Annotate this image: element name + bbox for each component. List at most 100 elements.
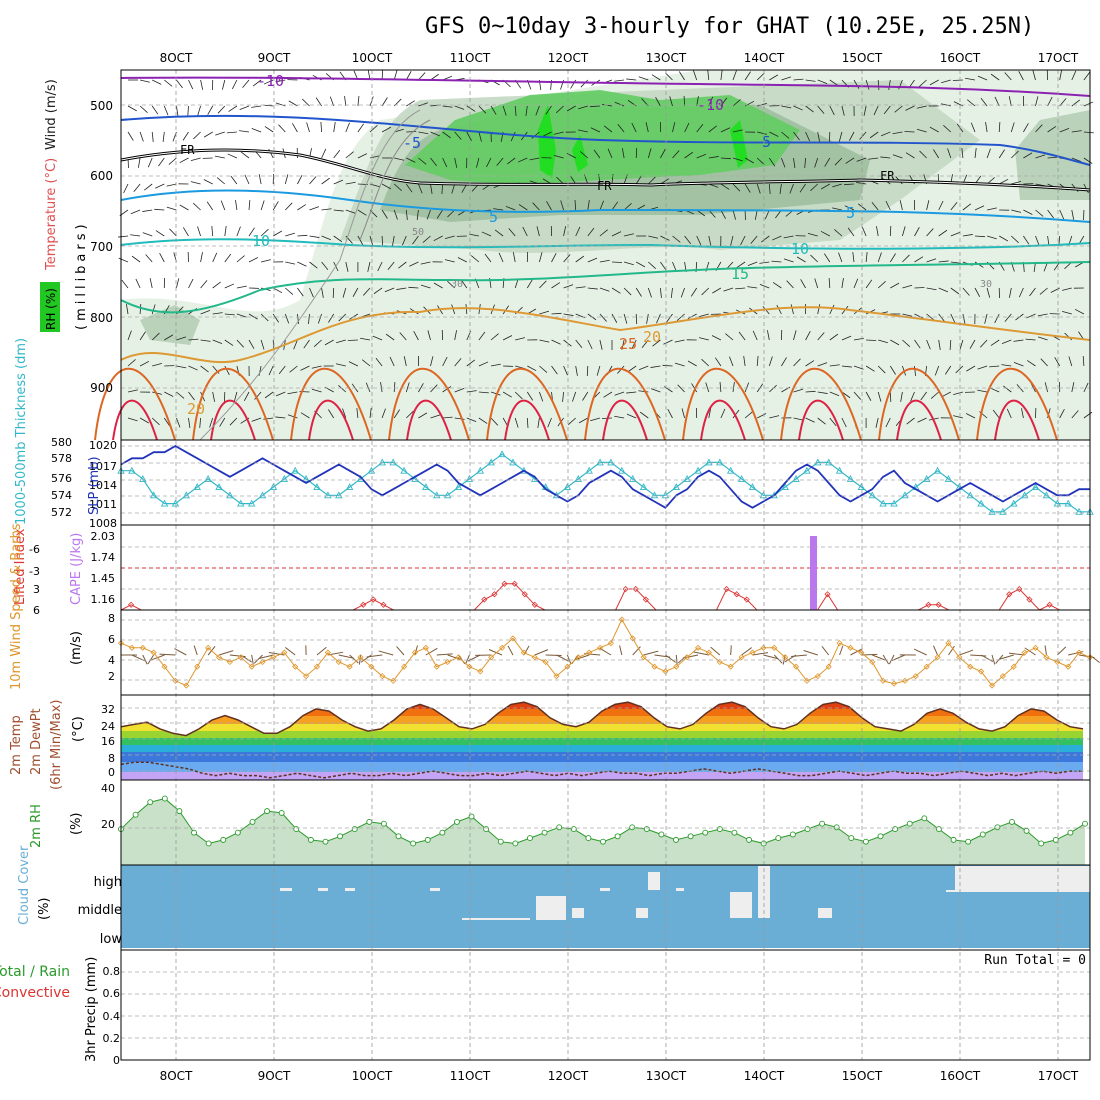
wind10m-point <box>662 668 669 675</box>
upper-wind-barb <box>701 358 710 367</box>
upper-wind-barb <box>940 103 951 107</box>
ylabel-wind10m-unit: (m/s) <box>69 631 84 665</box>
upper-wind-barb <box>384 287 395 293</box>
upper-wind-barb <box>666 313 673 323</box>
ylabel-wind10m: 10m Wind Speed & Barbs <box>9 523 24 690</box>
upper-wind-barb <box>574 199 577 211</box>
wind10m-point <box>749 649 756 656</box>
rh2m-point <box>702 829 709 836</box>
wind10m-point <box>411 649 419 656</box>
t2m-tick-32: 32 <box>101 703 115 716</box>
upper-wind-barb <box>1013 339 1024 342</box>
upper-wind-barb <box>224 365 230 376</box>
upper-wind-barb <box>490 333 499 341</box>
w10-tick-8: 8 <box>108 612 115 625</box>
wind10m-barb <box>488 649 503 656</box>
upper-wind-barb <box>587 339 593 350</box>
thickness-point <box>705 458 713 466</box>
upper-wind-barb <box>284 174 289 185</box>
wind10m-point <box>934 654 941 661</box>
wind10m-point <box>303 673 310 680</box>
upper-wind-barb <box>696 235 702 246</box>
rh2m-point <box>819 820 826 827</box>
upper-wind-barb <box>817 79 828 84</box>
upper-wind-barb <box>708 209 716 218</box>
upper-wind-barb <box>478 131 482 142</box>
thickness-point <box>280 474 289 482</box>
wind10m-point <box>792 663 800 670</box>
upper-wind-barb <box>952 79 963 81</box>
upper-wind-barb <box>902 313 913 317</box>
upper-wind-barb <box>865 279 873 289</box>
upper-wind-barb <box>974 235 986 238</box>
upper-wind-barb <box>712 287 722 294</box>
upper-wind-barb <box>965 413 976 419</box>
upper-wind-barb <box>188 391 195 401</box>
upper-wind-barb <box>118 257 129 263</box>
upper-wind-barb <box>853 391 861 400</box>
rh2m-point <box>570 826 577 833</box>
upper-wind-barb <box>1083 411 1093 419</box>
upper-wind-barb <box>892 154 903 159</box>
upper-wind-barb <box>856 157 867 162</box>
thk-tick-576: 576 <box>51 472 72 485</box>
wind10m-point <box>444 658 451 666</box>
wind10m-point <box>215 654 223 661</box>
upper-wind-barb <box>757 131 767 135</box>
upper-wind-barb <box>793 157 796 168</box>
thickness-point <box>759 491 768 499</box>
upper-wind-barb <box>756 157 765 166</box>
thickness-point <box>846 474 855 482</box>
upper-wind-barb <box>139 331 146 341</box>
upper-wind-barb <box>665 72 673 81</box>
upper-wind-barb <box>805 360 815 367</box>
upper-wind-barb <box>333 235 343 243</box>
thickness-point <box>443 491 452 499</box>
upper-wind-barb <box>793 358 801 367</box>
rh2m-point <box>994 824 1001 831</box>
upper-wind-barb <box>510 131 516 142</box>
upper-wind-barb <box>817 391 828 394</box>
upper-wind-barb <box>278 365 286 375</box>
thickness-point <box>1010 499 1018 507</box>
upper-wind-barb <box>690 287 698 297</box>
upper-wind-barb <box>551 339 561 345</box>
upper-wind-barb <box>769 131 779 137</box>
upper-wind-barb <box>650 365 661 368</box>
upper-wind-barb <box>965 77 976 81</box>
upper-wind-barb <box>447 209 455 218</box>
upper-wind-barb <box>781 76 792 81</box>
lifted-index-point <box>935 601 942 608</box>
thickness-point <box>1042 491 1051 499</box>
upper-wind-barb <box>394 157 405 161</box>
upper-wind-barb <box>687 313 697 320</box>
upper-wind-barb <box>321 235 332 241</box>
thickness-point <box>781 483 789 491</box>
thickness-point <box>944 474 953 482</box>
upper-wind-barb <box>381 126 392 133</box>
upper-wind-barb <box>865 365 875 372</box>
top-tick-label: 15OCT <box>842 51 883 65</box>
upper-wind-barb <box>938 339 941 350</box>
upper-wind-barb <box>779 183 782 194</box>
upper-wind-barb <box>575 255 585 263</box>
wind10m-point <box>912 673 919 680</box>
rh2m-point <box>906 820 913 827</box>
t2m-tick-24: 24 <box>101 720 115 733</box>
upper-wind-barb <box>145 254 153 263</box>
upper-wind-barb <box>224 226 227 237</box>
upper-wind-barb <box>418 102 428 107</box>
slp-tick-1017: 1017 <box>89 460 117 473</box>
upper-wind-barb <box>966 99 976 107</box>
upper-wind-barb <box>1026 313 1036 319</box>
wind10m-barb <box>991 654 996 665</box>
upper-wind-barb <box>651 74 661 81</box>
wind10m-barb <box>366 654 383 658</box>
upper-wind-barb <box>660 261 667 271</box>
upper-wind-barb <box>635 287 642 297</box>
label-5-b: 5 <box>846 204 855 222</box>
upper-wind-barb <box>962 287 970 296</box>
thickness-slp-panel: 580 578 576 574 572 1020 1017 1014 1011 … <box>14 338 1094 530</box>
upper-wind-barb <box>768 183 771 194</box>
upper-wind-barb <box>315 97 322 107</box>
